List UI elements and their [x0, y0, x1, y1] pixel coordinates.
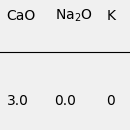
Text: 0.0: 0.0 [55, 94, 76, 108]
Text: 3.0: 3.0 [6, 94, 28, 108]
Text: 0: 0 [107, 94, 115, 108]
Text: K: K [107, 9, 116, 23]
Text: Na$_2$O: Na$_2$O [55, 7, 92, 24]
Text: CaO: CaO [6, 9, 36, 23]
